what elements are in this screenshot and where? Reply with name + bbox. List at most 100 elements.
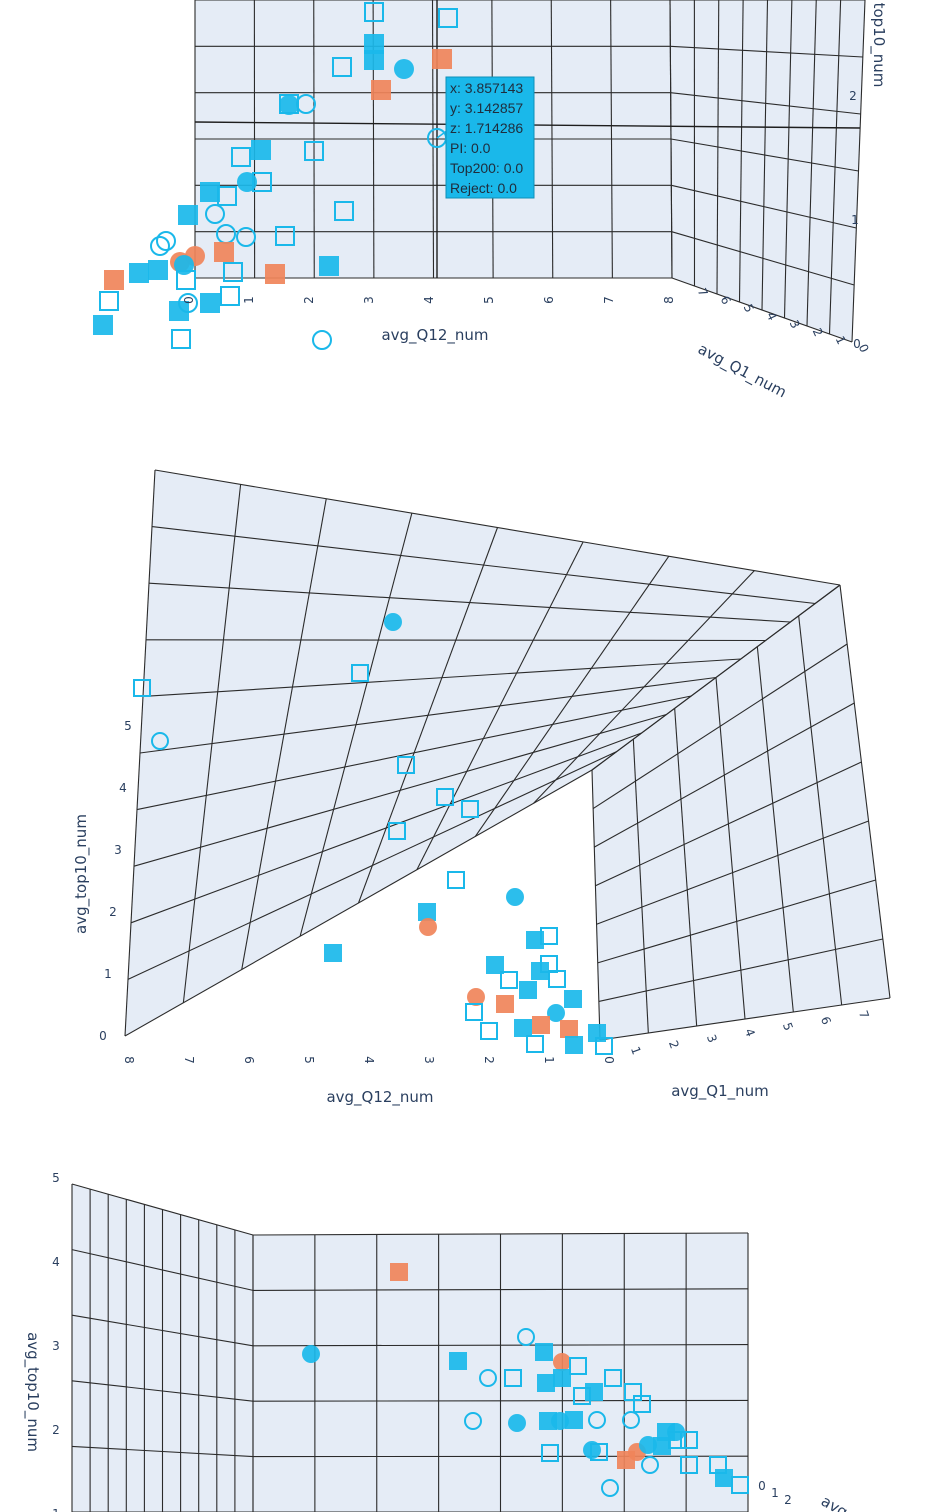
tick-label: 2 (849, 89, 857, 103)
data-point-circle (506, 888, 524, 906)
data-point-square-open (304, 141, 324, 161)
data-point-square-open (171, 329, 191, 349)
data-point-circle-open (479, 1369, 497, 1387)
hover-tooltip: x: 3.857143 y: 3.142857 z: 1.714286 PI: … (436, 76, 535, 199)
data-point-circle (547, 1004, 565, 1022)
tick-label: 5 (780, 1021, 796, 1033)
data-point-square-open (436, 788, 454, 806)
data-point-square (514, 1019, 532, 1037)
grid-line (671, 277, 853, 343)
data-point-square-open (334, 201, 354, 221)
grid-line (632, 739, 649, 1034)
tick-label: 3 (704, 1033, 720, 1045)
grid-line (133, 713, 667, 867)
tick-label: 7 (602, 296, 616, 304)
data-point-square (535, 1343, 553, 1361)
grid-line (252, 1399, 749, 1402)
grid-line (598, 938, 883, 1002)
y-axis-label: avg_Q1_num (695, 340, 790, 403)
tick-label: 5 (302, 1056, 316, 1064)
pane-wall (125, 470, 840, 1036)
data-point-square (148, 260, 168, 280)
data-point-circle-open (156, 231, 176, 251)
scatter3d-panel-middle[interactable]: 8 7 6 5 4 3 2 1 0 1 2 3 4 5 6 7 0 1 2 3 4 5 avg_Q12_num avg_Q… (0, 440, 948, 1120)
data-point-square-open (220, 286, 240, 306)
data-point-square (560, 1020, 578, 1038)
data-point-circle-open (151, 732, 169, 750)
grid-line (798, 615, 843, 1006)
tick-label: 3 (362, 296, 376, 304)
data-point-circle (279, 95, 299, 115)
tick-label: 1 (542, 1056, 556, 1064)
data-point-square-open (480, 1022, 498, 1040)
grid-line (71, 1183, 254, 1236)
grid-line (670, 92, 861, 115)
y-axis-label: avg (818, 1492, 851, 1512)
grid-line (839, 584, 891, 999)
data-point-square-open (465, 1003, 483, 1021)
data-point-square (251, 140, 271, 160)
tick-label: 2 (482, 1056, 496, 1064)
grid-line (595, 761, 862, 887)
data-point-square (319, 256, 339, 276)
data-point-square-open (279, 94, 299, 114)
data-point-square (585, 1383, 603, 1401)
tick-label: 1 (851, 213, 859, 227)
data-point-circle (639, 1436, 657, 1454)
data-point-square (653, 1437, 671, 1455)
grid-line (252, 1344, 749, 1347)
data-point-square-open (595, 1037, 613, 1055)
grid-line (124, 769, 593, 1037)
grid-line (71, 1314, 254, 1347)
data-point-circle (553, 1353, 571, 1371)
data-point-square-open (133, 679, 151, 697)
tick-label: 0 (758, 1479, 766, 1493)
grid-line (154, 469, 841, 586)
tick-label: 3 (114, 843, 122, 857)
data-point-square (526, 931, 544, 949)
data-point-circle (419, 918, 437, 936)
data-point-circle (302, 1345, 320, 1363)
data-point-circle-open (205, 204, 225, 224)
tick-label: 1 (104, 967, 112, 981)
data-point-circle-open (622, 1411, 640, 1429)
data-point-square-open (231, 147, 251, 167)
data-point-square (214, 242, 234, 262)
data-point-square (364, 50, 384, 70)
grid-line (670, 138, 859, 172)
data-point-square-open (541, 1444, 559, 1462)
data-point-circle-open (641, 1456, 659, 1474)
data-point-square-open (447, 871, 465, 889)
tick-label: 0 (99, 1029, 107, 1043)
tick-label: 6 (242, 1056, 256, 1064)
grid-line (591, 769, 601, 1041)
data-point-square (565, 1036, 583, 1054)
data-point-square-open (351, 664, 369, 682)
data-point-square-open (332, 57, 352, 77)
tick-label: 5 (482, 296, 496, 304)
data-point-square-open (364, 2, 384, 22)
data-point-square (104, 270, 124, 290)
tooltip-reject: Reject: 0.0 (450, 180, 517, 196)
data-point-square (129, 263, 149, 283)
data-point-square-open (99, 291, 119, 311)
grid-line (599, 997, 891, 1041)
data-point-square-open (438, 8, 458, 28)
tick-label: 6 (818, 1015, 834, 1027)
data-point-square (565, 1411, 583, 1429)
data-point-circle-open (312, 330, 332, 350)
tick-label: 1 (628, 1045, 644, 1057)
data-point-square-open (223, 262, 243, 282)
data-point-circle-open (601, 1479, 619, 1497)
data-point-square-open (461, 800, 479, 818)
tick-label: 4 (742, 1027, 758, 1039)
tick-label: 7 (182, 1056, 196, 1064)
data-point-circle-open (517, 1328, 535, 1346)
tick-label: 7 (695, 286, 711, 299)
tooltip-top200: Top200: 0.0 (450, 160, 523, 176)
data-point-circle-open (588, 1411, 606, 1429)
grid-line (142, 658, 741, 697)
data-point-square-open (633, 1395, 651, 1413)
